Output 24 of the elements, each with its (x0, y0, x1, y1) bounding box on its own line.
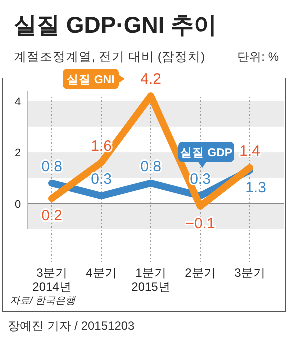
x-tick-label: 1분기 2015년 (132, 266, 170, 294)
x-tick-label: 3분기 2014년 (32, 266, 72, 294)
series-label: 실질 GDP (180, 146, 233, 160)
data-label: 1.3 (246, 180, 266, 197)
data-label: 0.2 (42, 208, 62, 225)
data-label: 0.8 (140, 158, 162, 176)
text: 장예진 기자 / 20151203 (8, 319, 136, 333)
x-tick-label: 3분기 (234, 266, 266, 280)
x-tick-label: 4분기 (86, 266, 117, 280)
data-label: 0.8 (42, 158, 62, 176)
y-axis-title: 단위: % (238, 50, 280, 64)
text: 자료/ 한국은행 (10, 296, 77, 307)
data-label: −0.1 (186, 215, 216, 232)
y-tick-label: 4 (14, 96, 22, 108)
legend-label: 실질 GNI (67, 74, 115, 87)
data-label: 1.4 (240, 142, 260, 160)
y-tick-label: 0 (14, 198, 22, 211)
chart-subtitle: 계절조정계열, 전기 대비 (잠정치) (14, 50, 206, 64)
chart-title: 실질 GDP·GNI 추이 (14, 12, 218, 38)
data-label: 0.3 (91, 171, 112, 188)
data-label: 4.2 (140, 71, 162, 88)
x-tick-label: 2분기 (185, 266, 216, 280)
data-label: 1.6 (91, 138, 112, 155)
y-tick-label: 2 (14, 148, 22, 160)
